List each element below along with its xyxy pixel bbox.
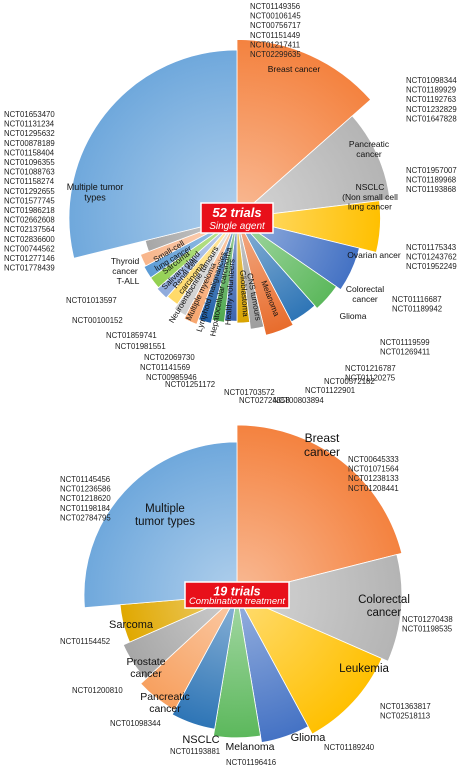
trial-ids-breast-cancer: NCT01149356 NCT00106145 NCT00756717 NCT0115…: [250, 2, 301, 59]
slice-label-pancreatic-cancer: Pancreatic cancer: [349, 139, 390, 159]
slice-colorectal-cancer: [235, 554, 403, 662]
slice-melanoma: [236, 217, 294, 336]
slice-glioma: [236, 594, 309, 744]
slice-label-thyroid-cancer: Thyroid cancer: [111, 256, 140, 276]
slice-labels: Breast cancer Colorectal cancer Leukemia Glio…: [109, 431, 410, 753]
trial-ids-multiple-myeloma: NCT01251172: [165, 380, 215, 389]
center-label-subtitle: Combination treatment: [189, 596, 285, 607]
slice-pancreatic-cancer: [235, 115, 391, 219]
trial-ids-multiple-tumor-types: NCT01653470 NCT01131234 NCT01295632 NCT0087…: [4, 110, 55, 273]
trial-ids-neuroendocrine-tumours: NCT00985946: [146, 373, 197, 382]
trial-ids-multiple-tumor-types: NCT01145456 NCT01236586 NCT01218620 NCT0119…: [60, 475, 111, 522]
center-label-box: [184, 581, 290, 609]
trial-ids-small-cell-lung-cancer: NCT01859741: [106, 331, 157, 340]
trial-ids-colorectal-cancer: NCT01116687 NCT01189942: [392, 295, 442, 314]
slice-breast-cancer: [236, 424, 403, 596]
slice-cns-tumours: [236, 217, 265, 330]
trial-ids-nsclc: NCT01193881: [170, 747, 220, 756]
slice-label-breast-cancer: Breast cancer: [268, 64, 321, 74]
slice-multiple-myeloma: [183, 217, 238, 325]
trial-ids-lymphoid-malignancies: NCT01703572: [224, 388, 275, 397]
slice-label-multiple-tumor-types: Multiple tumor types: [135, 503, 195, 528]
single-agent-pie-chart: Breast cancer Pancreatic cancer NSCLC (Non s…: [4, 2, 457, 405]
trial-ids-melanoma: NCT01196416: [226, 758, 276, 767]
slice-nsclc-non-small-cell-lung-cancer: [236, 200, 381, 253]
slice-label-breast-cancer: Breast cancer: [304, 431, 340, 459]
trial-ids-healthy-volunteers: NCT00803894: [273, 396, 324, 405]
trial-ids-pancreatic-cancer: NCT01098344 NCT01189929 NCT01192763 NCT0123…: [406, 76, 457, 123]
slice-multiple-tumor-types: [83, 441, 238, 609]
slice-label-glioma: Glioma: [291, 732, 327, 744]
slice-leukemia: [236, 594, 383, 735]
slice-label-leukemia: Leukemia: [339, 663, 389, 675]
trial-ids-pancreatic-cancer: NCT01098344: [110, 719, 161, 728]
combination-treatment-pie-chart: Breast cancer Colorectal cancer Leukemia Glio…: [60, 424, 453, 767]
slice-prostate-cancer: [122, 594, 238, 680]
trial-ids-glioma: NCT01119599 NCT01269411: [380, 338, 430, 357]
trial-ids-renal-cell-carcinoma: NCT01141569: [140, 363, 190, 372]
trial-ids-prostate-cancer: NCT01200810: [72, 686, 123, 695]
slice-colorectal-cancer: [236, 217, 337, 309]
slice-label-colorectal-cancer: Colorectal cancer: [358, 594, 410, 619]
trial-ids-sarcoma: NCT01981551: [115, 342, 166, 351]
slice-label-sarcoma: Sarcoma: [109, 619, 154, 631]
slice-pancreatic-cancer: [140, 594, 238, 711]
slice-label-glioblastoma: Glioblastoma: [238, 270, 250, 318]
trial-ids-leukemia: NCT01363817 NCT02518113: [380, 702, 431, 721]
slice-label-colorectal-cancer: Colorectal cancer: [346, 284, 384, 304]
slice-label-ovarian-ancer: Ovarian ancer: [347, 250, 401, 260]
center-label-title: 19 trials: [213, 585, 260, 599]
slice-nsclc: [171, 594, 238, 730]
slice-neuroendocrine-tumours: [173, 217, 238, 317]
slice-breast-cancer: [236, 39, 372, 219]
slice-label-nsclc: NSCLC: [182, 734, 219, 746]
slice-label-melanoma: Melanoma: [225, 741, 274, 753]
trial-id-lists: NCT01149356 NCT00106145 NCT00756717 NCT0115…: [4, 2, 457, 405]
slice-label-nsclc-non-small-cell-lung-cancer: NSCLC (Non small cell lung cancer: [342, 182, 398, 212]
slice-melanoma: [213, 594, 261, 739]
center-label-title: 52 trials: [212, 205, 261, 220]
trial-ids-salivary-gland: NCT02069730: [144, 353, 195, 362]
trial-ids-thyroid-cancer: NCT01013597: [66, 296, 117, 305]
trial-ids-hepatocellular-carcinoma: NCT02724358: [239, 396, 290, 405]
trial-ids-sarcoma: NCT01154452: [60, 637, 110, 646]
trial-id-lists: NCT00645333 NCT01071564 NCT01238133 NCT0120…: [60, 455, 453, 767]
trial-ids-nsclc-non-small-cell-lung-cancer: NCT01957007 NCT01189968 NCT01193868: [406, 166, 457, 194]
trial-ids-ovarian-ancer: NCT01175343 NCT01243762 NCT01952249: [406, 243, 457, 271]
slice-label-pancreatic-cancer: Pancreatic cancer: [140, 691, 190, 715]
trial-ids-cns-tumours: NCT00572182: [324, 377, 375, 386]
slice-label-multiple-tumor-types: Multiple tumor types: [67, 182, 124, 202]
trial-ids-colorectal-cancer: NCT01270438 NCT01198535: [402, 615, 453, 634]
trial-ids-melanoma: NCT01216787 NCT01120275: [345, 364, 396, 383]
trial-ids-glioma: NCT01189240: [324, 743, 375, 752]
center-label-box: [200, 202, 274, 234]
slice-label-prostate-cancer: Prostate cancer: [126, 656, 165, 680]
slice-label-t-all: T-ALL: [117, 276, 140, 286]
slice-label-healthy-volunteers: Healthy volunteers: [223, 259, 236, 326]
slice-multiple-tumor-types: [68, 49, 238, 259]
slice-ovarian-ancer: [236, 217, 360, 291]
slice-label-glioma: Glioma: [340, 311, 367, 321]
slice-salivary-gland: [156, 217, 238, 299]
center-label-subtitle: Single agent: [209, 221, 266, 232]
trial-ids-glioblastoma: NCT01122901: [305, 386, 355, 395]
slice-glioblastoma: [236, 217, 251, 324]
trial-ids-breast-cancer: NCT00645333 NCT01071564 NCT01238133 NCT0120…: [348, 455, 399, 493]
trial-ids-t-all: NCT00100152: [72, 316, 123, 325]
